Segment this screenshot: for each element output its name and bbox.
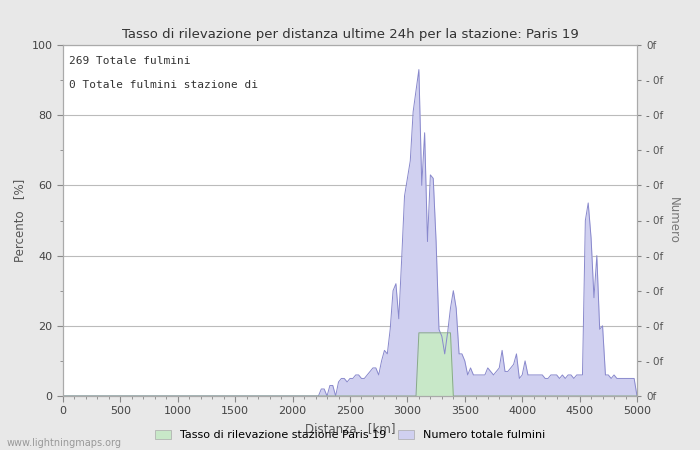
Text: 269 Totale fulmini: 269 Totale fulmini [69, 55, 190, 66]
Title: Tasso di rilevazione per distanza ultime 24h per la stazione: Paris 19: Tasso di rilevazione per distanza ultime… [122, 28, 578, 41]
Y-axis label: Numero: Numero [667, 197, 680, 244]
Y-axis label: Percento   [%]: Percento [%] [13, 179, 26, 262]
Text: 0 Totale fulmini stazione di: 0 Totale fulmini stazione di [69, 80, 258, 90]
Legend: Tasso di rilevazione stazione Paris 19, Numero totale fulmini: Tasso di rilevazione stazione Paris 19, … [150, 425, 550, 445]
X-axis label: Distanza   [km]: Distanza [km] [304, 422, 395, 435]
Text: www.lightningmaps.org: www.lightningmaps.org [7, 438, 122, 448]
